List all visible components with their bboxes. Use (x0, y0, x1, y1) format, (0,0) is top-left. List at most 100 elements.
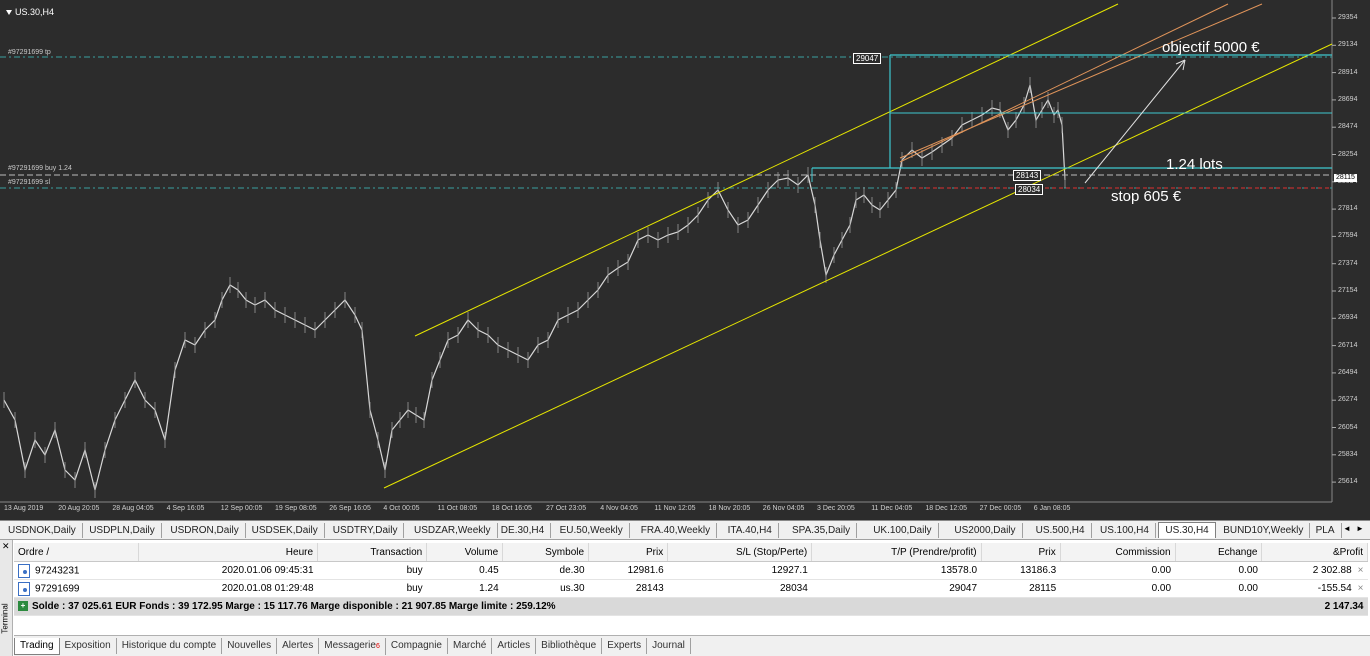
profit-cell: 2 302.88 × (1261, 561, 1368, 580)
symbol-tab[interactable]: US.30,H4 (1158, 522, 1216, 538)
column-header[interactable]: &Profit (1261, 543, 1368, 562)
symbol-tab[interactable]: USDTRY,Daily (327, 523, 405, 538)
terminal-sidebar: ✕ Terminal (0, 540, 13, 656)
time-tick-label: 3 Dec 20:05 (817, 505, 855, 512)
time-tick-label: 4 Oct 00:05 (383, 505, 420, 512)
symbol-tab[interactable]: UK.100,Daily (867, 523, 939, 538)
symbol-tab[interactable]: USDRON,Daily (164, 523, 246, 538)
symbol-tab[interactable]: ITA.40,H4 (722, 523, 779, 538)
order-document-icon (18, 581, 30, 596)
account-summary-text: Solde : 37 025.61 EUR Fonds : 39 172.95 … (32, 601, 556, 612)
column-header[interactable]: Symbole (502, 543, 590, 562)
terminal-tab[interactable]: Articles (492, 638, 537, 654)
target-arrow-head-a (1175, 59, 1186, 65)
channel-upper-line (414, 3, 1119, 337)
tabs-scroll-left-icon[interactable]: ◄ (1343, 524, 1351, 533)
terminal-tab[interactable]: Exposition (60, 638, 117, 654)
symbol-tab[interactable]: DE.30,H4 (495, 523, 552, 538)
terminal-tab[interactable]: Alertes (277, 638, 320, 654)
terminal-tab[interactable]: Experts (602, 638, 648, 654)
close-order-icon[interactable]: × (1357, 583, 1364, 594)
time-tick-label: 12 Sep 00:05 (220, 505, 263, 512)
profit-value: -155.54 (1317, 583, 1352, 594)
order-cell: buy (317, 561, 427, 580)
price-tick-label: 29354 (1338, 14, 1358, 21)
chart-symbol-title: US.30,H4 (6, 7, 54, 17)
symbol-tab[interactable]: USDPLN,Daily (83, 523, 162, 538)
symbol-tab[interactable]: BUND10Y,Weekly (1217, 523, 1311, 538)
price-tick-label: 27374 (1338, 259, 1358, 267)
time-tick-label: 20 Aug 20:05 (58, 505, 100, 512)
terminal-tab[interactable]: Marché (448, 638, 493, 654)
price-tick-label: 25614 (1338, 478, 1358, 486)
order-cell: 0.00 (1175, 579, 1262, 598)
profit-cell: -155.54 × (1261, 579, 1368, 598)
order-cell: us.30 (502, 579, 589, 598)
column-header[interactable]: Commission (1060, 543, 1176, 562)
tp-price-label: 29047 (853, 53, 882, 64)
price-tick-label: 26934 (1338, 314, 1358, 322)
terminal-tab[interactable]: Bibliothèque (536, 638, 603, 654)
price-tick-label: 25834 (1338, 450, 1358, 458)
symbol-tab[interactable]: PLA (1310, 523, 1342, 538)
price-tick-label: 26494 (1338, 368, 1358, 376)
symbol-tab[interactable]: EU.50,Weekly (554, 523, 630, 538)
terminal-tab[interactable]: Trading (14, 638, 60, 655)
lots-annotation: 1.24 lots (1166, 156, 1223, 173)
symbol-tab[interactable]: USDZAR,Weekly (408, 523, 498, 538)
symbol-tab[interactable]: US2000,Daily (948, 523, 1023, 538)
order-cell: 13186.3 (981, 561, 1061, 580)
price-chart[interactable]: US.30,H4 #97291699 tp #97291699 buy 1.24… (0, 0, 1370, 521)
order-cell: 29047 (811, 579, 982, 598)
current-price-tag: 28115 (1334, 174, 1357, 182)
terminal-tab[interactable]: Messagerie6 (319, 638, 386, 655)
order-cell: 97291699 (14, 579, 139, 598)
price-tick-label: 28694 (1338, 95, 1358, 103)
column-header[interactable]: Ordre / (14, 543, 140, 562)
order-cell: 0.45 (426, 561, 503, 580)
column-header[interactable]: Prix (981, 543, 1061, 562)
symbol-tab[interactable]: SPA.35,Daily (786, 523, 858, 538)
order-row[interactable]: 97243231 2020.01.06 09:45:31 buy 0.45 de.30 1… (14, 561, 1368, 580)
channel-lower-line (383, 43, 1333, 489)
terminal-panel: ✕ Terminal Ordre / Heure Transaction Volume… (0, 540, 1370, 656)
time-tick-label: 11 Nov 12:05 (654, 505, 696, 512)
column-header[interactable]: Volume (426, 543, 504, 562)
terminal-tab[interactable]: Nouvelles (222, 638, 278, 654)
stop-annotation: stop 605 € (1111, 188, 1182, 205)
terminal-tab[interactable]: Historique du compte (117, 638, 223, 654)
close-icon[interactable]: ✕ (2, 541, 10, 551)
profit-value: 2 302.88 (1312, 565, 1352, 576)
order-row[interactable]: 97291699 2020.01.08 01:29:48 buy 1.24 us.30 2… (14, 579, 1368, 598)
tabs-scroll-right-icon[interactable]: ► (1356, 524, 1364, 533)
column-header[interactable]: Prix (588, 543, 669, 562)
terminal-tab[interactable]: Journal (647, 638, 691, 654)
column-header[interactable]: T/P (Prendre/profit) (811, 543, 982, 562)
time-tick-label: 6 Jan 08:05 (1033, 505, 1071, 512)
time-tick-label: 4 Nov 04:05 (600, 505, 638, 512)
chart-canvas[interactable] (0, 0, 1370, 520)
symbol-tab[interactable]: US.500,H4 (1030, 523, 1092, 538)
symbol-tab[interactable]: USDSEK,Daily (246, 523, 325, 538)
symbol-tab[interactable]: USDNOK,Daily (2, 523, 83, 538)
symbol-tab[interactable]: US.100,H4 (1094, 523, 1156, 538)
price-tick-label: 27814 (1338, 205, 1358, 213)
close-order-icon[interactable]: × (1357, 565, 1364, 576)
time-tick-label: 13 Aug 2019 (4, 505, 44, 512)
order-cell: 2020.01.08 01:29:48 (138, 579, 318, 598)
message-count-badge: 6 (375, 643, 380, 650)
buy-order-label: #97291699 buy 1.24 (8, 165, 72, 172)
terminal-tab[interactable]: Compagnie (386, 638, 448, 654)
time-tick-label: 18 Oct 16:05 (491, 505, 532, 512)
price-tick-label: 27154 (1338, 287, 1358, 294)
column-header[interactable]: Echange (1175, 543, 1263, 562)
column-header[interactable]: S/L (Stop/Perte) (667, 543, 813, 562)
column-header[interactable]: Transaction (317, 543, 428, 562)
symbol-tab[interactable]: FRA.40,Weekly (635, 523, 718, 538)
expand-summary-icon[interactable]: + (18, 601, 28, 612)
column-header[interactable]: Heure (138, 543, 319, 562)
price-tick-label: 27594 (1338, 232, 1358, 240)
price-tick-label: 28914 (1338, 68, 1358, 76)
order-cell: 0.00 (1060, 579, 1176, 598)
account-summary-row: + Solde : 37 025.61 EUR Fonds : 39 172.95… (14, 597, 1368, 616)
